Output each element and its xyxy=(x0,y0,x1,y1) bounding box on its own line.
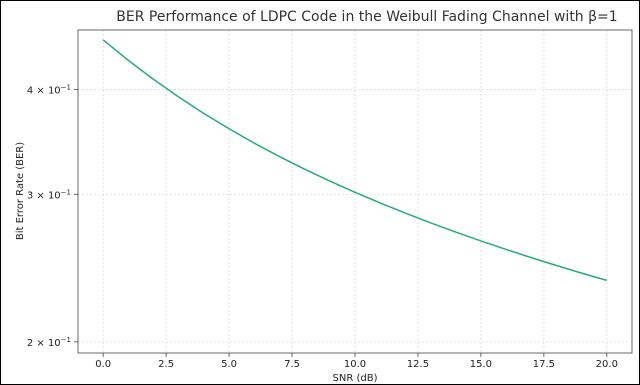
y-tick-times: × 10 xyxy=(33,338,60,349)
y-tick-base: 2 xyxy=(27,338,33,349)
y-tick-exponent: −1 xyxy=(61,336,71,344)
x-tick-label: 15.0 xyxy=(470,359,492,370)
x-tick-label: 20.0 xyxy=(596,359,618,370)
y-axis: 2 × 10−13 × 10−14 × 10−1 xyxy=(27,83,78,349)
ber-line xyxy=(102,39,608,282)
x-tick-label: 7.5 xyxy=(284,359,300,370)
y-tick-label: 2 × 10−1 xyxy=(27,336,71,349)
y-tick-base: 4 xyxy=(27,85,33,96)
y-tick-base: 3 xyxy=(27,190,33,201)
chart-title: BER Performance of LDPC Code in the Weib… xyxy=(116,9,617,25)
x-axis-label: SNR (dB) xyxy=(333,373,378,384)
y-tick-label: 4 × 10−1 xyxy=(27,83,71,96)
x-tick-label: 2.5 xyxy=(158,359,174,370)
grid xyxy=(78,30,632,353)
y-tick-exponent: −1 xyxy=(61,188,71,196)
x-tick-label: 10.0 xyxy=(344,359,366,370)
x-tick-label: 12.5 xyxy=(407,359,429,370)
y-axis-label: Bit Error Rate (BER) xyxy=(15,142,26,240)
y-tick-exponent: −1 xyxy=(61,83,71,91)
x-tick-label: 0.0 xyxy=(95,359,111,370)
y-tick-label: 3 × 10−1 xyxy=(27,188,71,201)
x-axis: 0.0 2.5 5.0 7.5 10.0 12.5 15.0 17.5 20.0 xyxy=(95,353,618,370)
y-tick-times: × 10 xyxy=(33,190,60,201)
x-tick-label: 17.5 xyxy=(533,359,555,370)
x-tick-label: 5.0 xyxy=(221,359,237,370)
y-tick-times: × 10 xyxy=(33,85,60,96)
